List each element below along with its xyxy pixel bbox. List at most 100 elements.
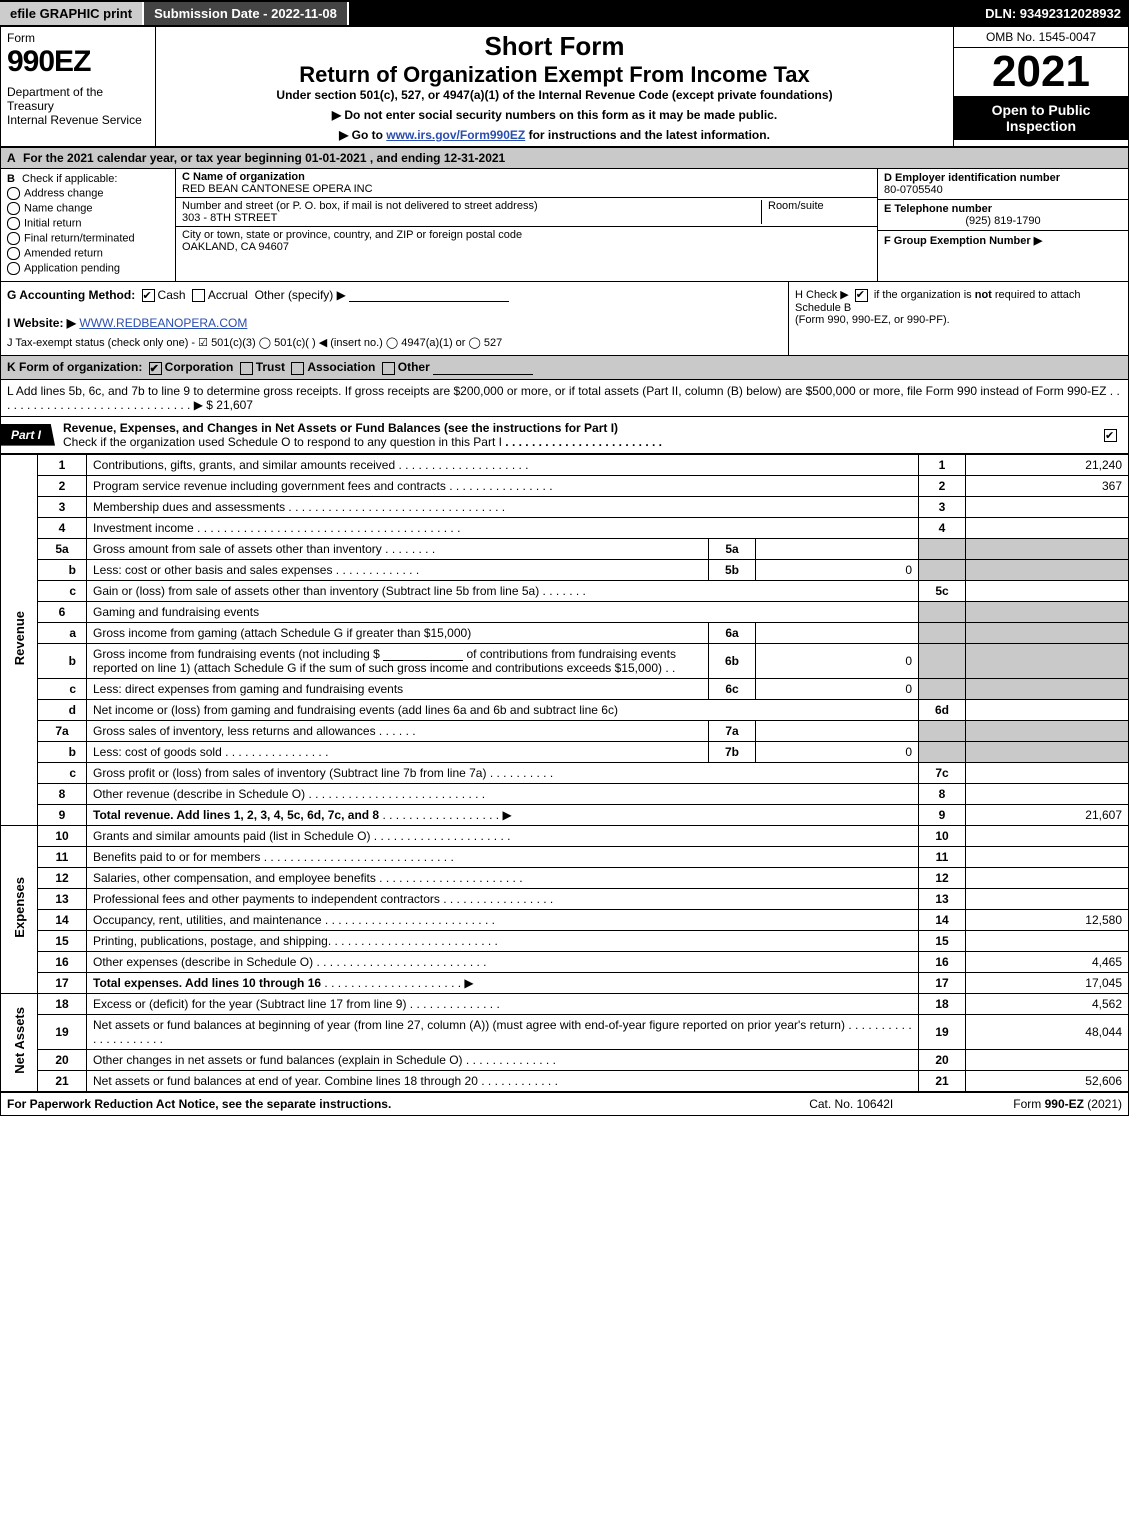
letter-b: B (7, 173, 15, 185)
org-name-label: C Name of organization (182, 171, 871, 183)
department-label: Department of the Treasury Internal Reve… (7, 85, 149, 127)
chk-schedule-o[interactable] (1104, 429, 1117, 442)
amt-19: 48,044 (966, 1014, 1129, 1049)
chk-trust[interactable] (240, 362, 253, 375)
amt-1: 21,240 (966, 454, 1129, 475)
k-label: K Form of organization: (7, 360, 142, 374)
chk-name-change[interactable]: Name change (7, 202, 169, 215)
amt-16: 4,465 (966, 951, 1129, 972)
line-6d: d Net income or (loss) from gaming and f… (1, 699, 1128, 720)
row-j: J Tax-exempt status (check only one) - ☑… (7, 336, 782, 349)
line-10: Expenses 10 Grants and similar amounts p… (1, 825, 1128, 846)
page-footer: For Paperwork Reduction Act Notice, see … (1, 1091, 1128, 1115)
amt-6c: 0 (756, 678, 919, 699)
row-l: L Add lines 5b, 6c, and 7b to line 9 to … (1, 380, 1128, 417)
paperwork-notice: For Paperwork Reduction Act Notice, see … (7, 1097, 391, 1111)
city-label: City or town, state or province, country… (182, 229, 871, 241)
amt-18: 4,562 (966, 993, 1129, 1014)
side-net-assets: Net Assets (12, 1007, 27, 1074)
line-6: 6 Gaming and fundraising events (1, 601, 1128, 622)
row-h: H Check ▶ if the organization is not req… (788, 282, 1128, 355)
ein-label: D Employer identification number (884, 172, 1122, 184)
ein-value: 80-0705540 (884, 184, 1122, 196)
line-9: 9 Total revenue. Add lines 1, 2, 3, 4, 5… (1, 804, 1128, 825)
line-7c: c Gross profit or (loss) from sales of i… (1, 762, 1128, 783)
box-e: E Telephone number (925) 819-1790 (878, 200, 1128, 231)
part-i-title: Revenue, Expenses, and Changes in Net As… (63, 421, 618, 435)
chk-amended-return[interactable]: Amended return (7, 247, 169, 260)
chk-other-org[interactable] (382, 362, 395, 375)
line-8: 8 Other revenue (describe in Schedule O)… (1, 783, 1128, 804)
ssn-warning: ▶ Do not enter social security numbers o… (162, 108, 947, 122)
chk-schedule-b[interactable] (855, 289, 868, 302)
header-left: Form 990EZ Department of the Treasury In… (1, 27, 156, 146)
chk-accrual[interactable] (192, 289, 205, 302)
form-number: 990EZ (7, 45, 149, 79)
line-3: 3 Membership dues and assessments . . . … (1, 496, 1128, 517)
line-5c: c Gain or (loss) from sale of assets oth… (1, 580, 1128, 601)
amt-5b: 0 (756, 559, 919, 580)
form-word: Form (7, 31, 149, 45)
street-value: 303 - 8TH STREET (182, 212, 761, 224)
chk-address-change[interactable]: Address change (7, 187, 169, 200)
g-other-input[interactable] (349, 289, 509, 302)
chk-application-pending[interactable]: Application pending (7, 262, 169, 275)
row-g: G Accounting Method: Cash Accrual Other … (1, 282, 788, 355)
tax-year: 2021 (954, 48, 1128, 96)
line-4: 4 Investment income . . . . . . . . . . … (1, 517, 1128, 538)
part-i-tab: Part I (1, 424, 55, 446)
city-cell: City or town, state or province, country… (176, 227, 877, 255)
h-forms-note: (Form 990, 990-EZ, or 990-PF). (795, 314, 950, 326)
box-def: D Employer identification number 80-0705… (878, 169, 1128, 281)
efile-tab[interactable]: efile GRAPHIC print (0, 2, 144, 25)
street-label: Number and street (or P. O. box, if mail… (182, 200, 761, 212)
amt-6b: 0 (756, 643, 919, 678)
6b-amount-input[interactable] (383, 648, 463, 661)
chk-final-return[interactable]: Final return/terminated (7, 232, 169, 245)
irs-link[interactable]: www.irs.gov/Form990EZ (386, 128, 525, 142)
line-14: 14 Occupancy, rent, utilities, and maint… (1, 909, 1128, 930)
box-d: D Employer identification number 80-0705… (878, 169, 1128, 200)
line-20: 20 Other changes in net assets or fund b… (1, 1049, 1128, 1070)
room-suite-label: Room/suite (761, 200, 871, 224)
website-link[interactable]: WWW.REDBEANOPERA.COM (79, 316, 247, 330)
g-label: G Accounting Method: (7, 288, 135, 302)
phone-label: E Telephone number (884, 203, 1122, 215)
chk-association[interactable] (291, 362, 304, 375)
part-i-check-note: Check if the organization used Schedule … (63, 435, 502, 449)
main-title: Return of Organization Exempt From Incom… (162, 62, 947, 88)
form-header: Form 990EZ Department of the Treasury In… (1, 27, 1128, 148)
amt-21: 52,606 (966, 1070, 1129, 1091)
box-b: B Check if applicable: Address change Na… (1, 169, 176, 281)
amt-7b: 0 (756, 741, 919, 762)
row-k: K Form of organization: Corporation Trus… (1, 356, 1128, 379)
row-a-text: For the 2021 calendar year, or tax year … (23, 151, 505, 165)
omb-number: OMB No. 1545-0047 (954, 27, 1128, 48)
form-ref: Form 990-EZ (2021) (1013, 1097, 1122, 1111)
form-container: Form 990EZ Department of the Treasury In… (0, 26, 1129, 1116)
line-12: 12 Salaries, other compensation, and emp… (1, 867, 1128, 888)
box-f: F Group Exemption Number ▶ (878, 231, 1128, 250)
line-6c: c Less: direct expenses from gaming and … (1, 678, 1128, 699)
amt-14: 12,580 (966, 909, 1129, 930)
k-other-input[interactable] (433, 362, 533, 375)
note2-post: for instructions and the latest informat… (525, 128, 770, 142)
line-5a: 5a Gross amount from sale of assets othe… (1, 538, 1128, 559)
org-info-grid: B Check if applicable: Address change Na… (1, 169, 1128, 282)
header-center: Short Form Return of Organization Exempt… (156, 27, 953, 146)
dln-label: DLN: 93492312028932 (985, 6, 1129, 21)
g-other-label: Other (specify) ▶ (255, 288, 346, 302)
note2-pre: ▶ Go to (339, 128, 386, 142)
line-15: 15 Printing, publications, postage, and … (1, 930, 1128, 951)
chk-cash[interactable] (142, 289, 155, 302)
chk-corporation[interactable] (149, 362, 162, 375)
group-exemption-label: F Group Exemption Number ▶ (884, 234, 1122, 247)
line-17: 17 Total expenses. Add lines 10 through … (1, 972, 1128, 993)
side-revenue: Revenue (12, 611, 27, 665)
box-b-title: Check if applicable: (22, 173, 117, 185)
chk-initial-return[interactable]: Initial return (7, 217, 169, 230)
line-18: Net Assets 18 Excess or (deficit) for th… (1, 993, 1128, 1014)
amt-17: 17,045 (966, 972, 1129, 993)
city-value: OAKLAND, CA 94607 (182, 241, 871, 253)
gh-row: G Accounting Method: Cash Accrual Other … (1, 282, 1128, 356)
